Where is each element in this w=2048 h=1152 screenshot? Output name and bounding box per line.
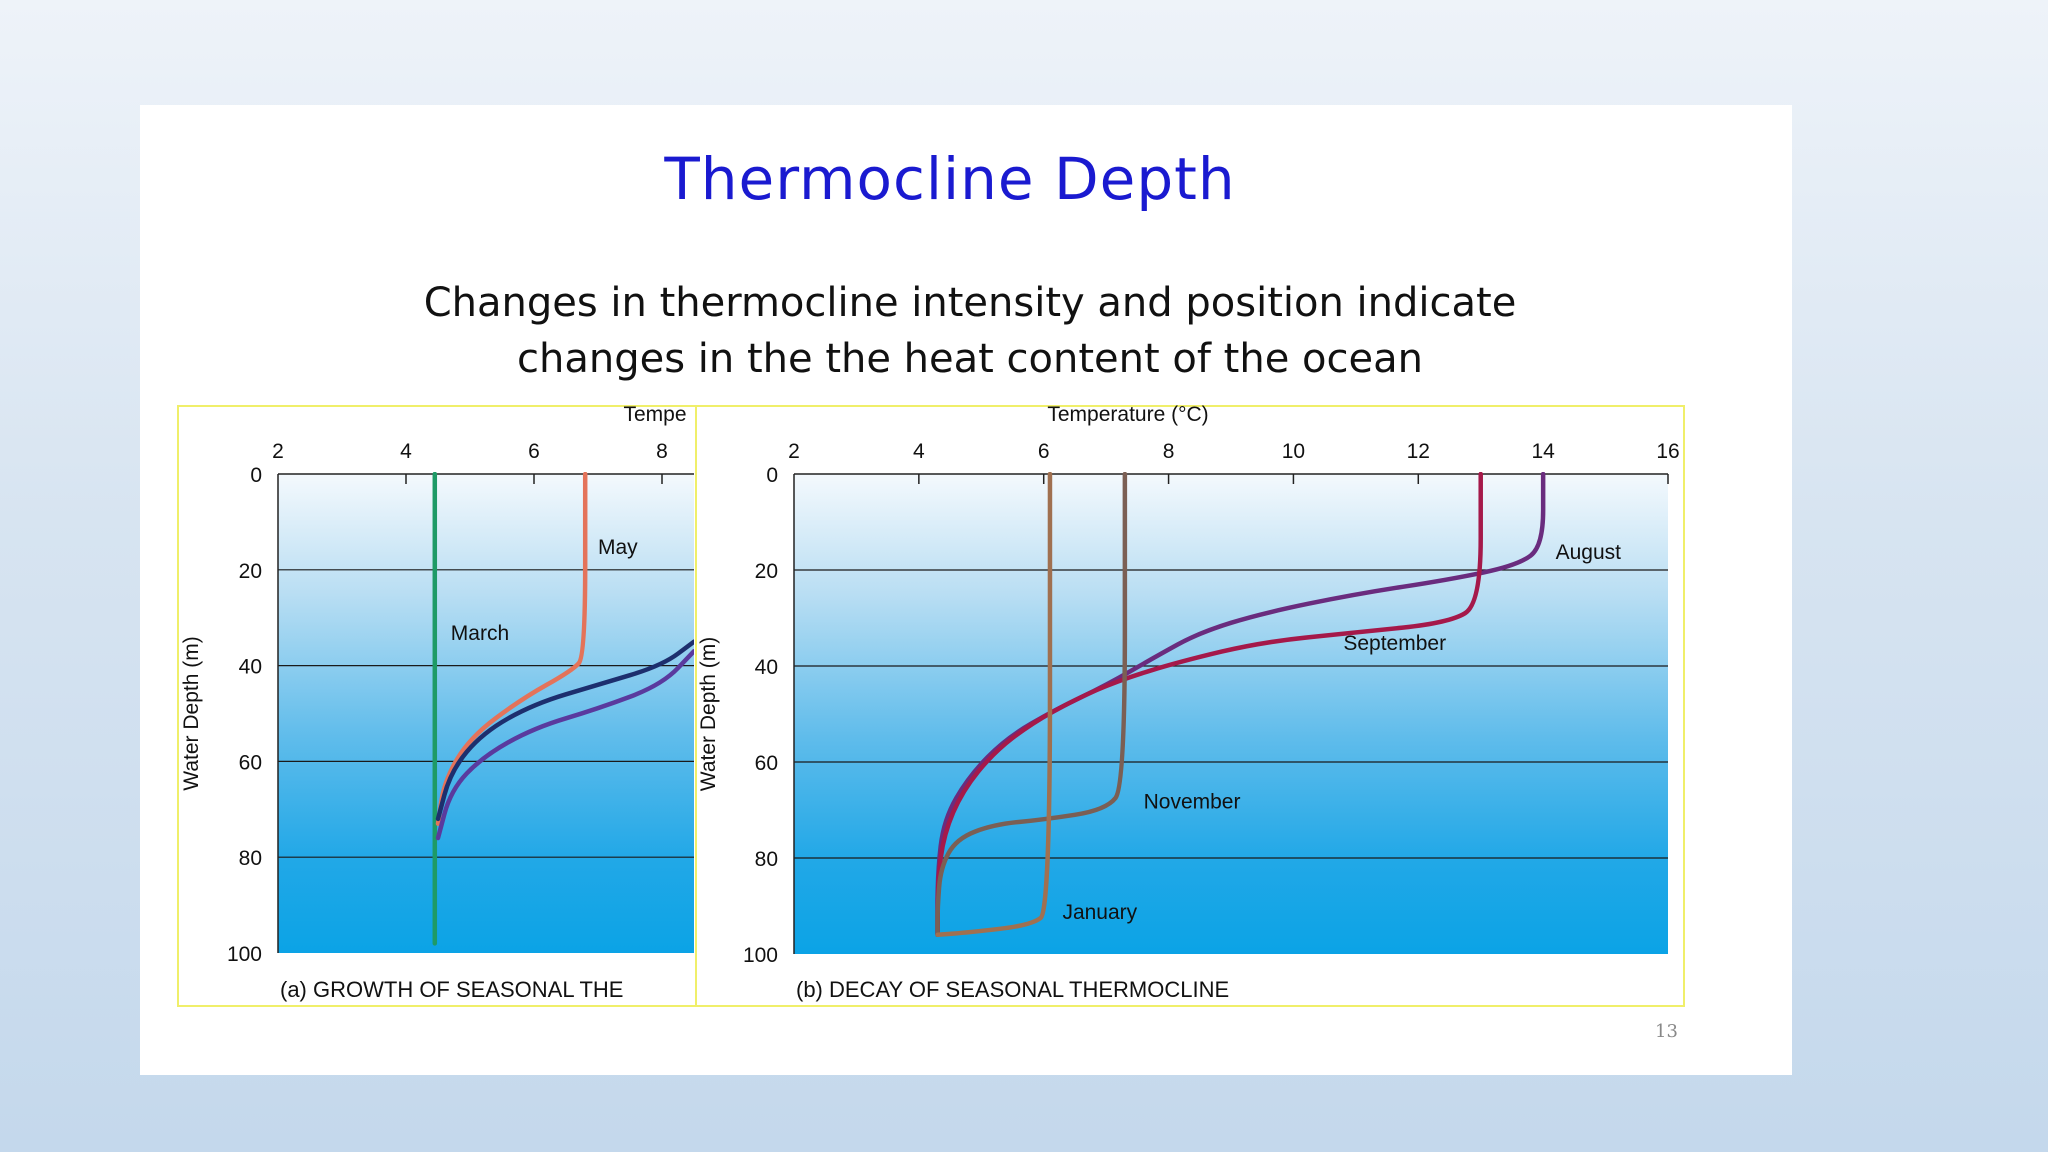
panel-a-y-tick-label: 60 xyxy=(239,751,262,774)
slide-title: Thermocline Depth xyxy=(664,145,1236,213)
panel-a-series-unlabeled-2 xyxy=(435,639,694,822)
panel-b-series-september xyxy=(935,472,1483,938)
panel-a-annotation-march: March xyxy=(451,622,509,645)
panel-a-caption: (a) GROWTH OF SEASONAL THE xyxy=(280,977,623,1002)
subtitle-line-1: Changes in thermocline intensity and pos… xyxy=(423,280,1517,326)
panel-b-series-january xyxy=(935,472,1053,938)
panel-a-plot-area xyxy=(278,474,694,953)
panel-b-x-tick-label: 14 xyxy=(1531,440,1555,463)
panel-b-x-axis-title: Temperature (°C) xyxy=(1047,403,1208,426)
panel-a-annotation-may: May xyxy=(598,536,638,559)
panel-b-annotation-september: September xyxy=(1343,632,1446,655)
panel-b-annotation-november: November xyxy=(1144,790,1241,813)
panel-b-annotation-january: January xyxy=(1062,901,1137,924)
panel-a-y-tick-label: 40 xyxy=(239,656,262,679)
panel-b-series-november xyxy=(935,472,1128,938)
panel-a-x-tick-label: 2 xyxy=(272,440,284,463)
panel-a-y-tick-label: 0 xyxy=(250,464,262,487)
panel-a-y-tick-label: 20 xyxy=(239,560,262,583)
panel-b-x-tick-label: 12 xyxy=(1407,440,1430,463)
panel-a-series-group xyxy=(432,472,694,946)
slide-subtitle: Changes in thermocline intensity and pos… xyxy=(290,275,1650,387)
panel-a-x-tick-label: 8 xyxy=(656,440,668,463)
panel-b-y-tick-label: 100 xyxy=(743,944,778,967)
panel-b-x-tick-label: 4 xyxy=(913,440,925,463)
panel-a-series-may xyxy=(435,472,588,826)
panel-a-x-tick-label: 6 xyxy=(528,440,540,463)
panel-b-caption: (b) DECAY OF SEASONAL THERMOCLINE xyxy=(796,977,1229,1002)
panel-a-y-axis-title: Water Depth (m) xyxy=(180,636,203,790)
panel-b-x-tick-label: 6 xyxy=(1038,440,1050,463)
panel-a-x-axis-title: Tempe xyxy=(623,403,686,426)
subtitle-line-2: changes in the the heat content of the o… xyxy=(517,336,1423,382)
panel-b-y-tick-label: 20 xyxy=(755,560,778,583)
panel-b-x-tick-label: 8 xyxy=(1163,440,1175,463)
panel-a-series-unlabeled-3 xyxy=(435,648,694,841)
panel-b-decay: 2 4 6 8 10 12 14 16 0 20 40 60 80 100 Temperature (°C)… xyxy=(695,403,1685,1007)
panel-a-x-tick-label: 4 xyxy=(400,440,412,463)
panel-b-y-tick-label: 40 xyxy=(755,656,778,679)
panel-b-y-axis-title: Water Depth (m) xyxy=(697,637,720,791)
panel-a-y-tick-label: 80 xyxy=(239,847,262,870)
panel-b-series-group xyxy=(935,472,1546,938)
page-number: 13 xyxy=(1655,1021,1678,1042)
panel-b-x-tick-label: 16 xyxy=(1656,440,1679,463)
panel-b-y-tick-label: 80 xyxy=(755,848,778,871)
panel-b-y-tick-label: 0 xyxy=(766,464,778,487)
panel-b-y-tick-label: 60 xyxy=(755,752,778,775)
panel-b-x-tick-label: 2 xyxy=(788,440,800,463)
panel-b-annotation-august: August xyxy=(1556,541,1622,564)
panel-b-x-tick-label: 10 xyxy=(1282,440,1305,463)
panel-a-y-tick-label: 100 xyxy=(227,943,262,966)
